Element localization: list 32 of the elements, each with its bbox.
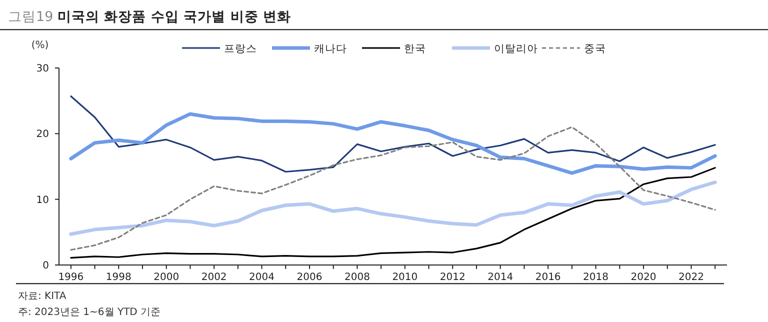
- text: 자료: KITA: [18, 291, 66, 302]
- legend-label: 프랑스: [224, 43, 257, 55]
- line-series: [70, 95, 716, 173]
- y-tick-label: 10: [36, 194, 49, 206]
- legend-label: 캐나다: [314, 43, 347, 55]
- x-tick-label: 2006: [296, 272, 322, 283]
- x-tick-label: 2008: [344, 272, 370, 283]
- line-series: [69, 112, 717, 175]
- y-tick-label: 0: [42, 260, 49, 272]
- y-tick-label: 20: [36, 129, 49, 140]
- line-series: [69, 180, 717, 236]
- x-tick-label: 2018: [583, 272, 609, 283]
- x-tick-label: 2016: [535, 272, 561, 283]
- text: 주: 2023년은 1~6월 YTD 기준: [18, 307, 161, 318]
- legend-label: 한국: [404, 43, 426, 55]
- x-tick-label: 2012: [440, 272, 466, 283]
- line-series: [70, 167, 716, 259]
- chart-title: 그림19 미국의 화장품 수입 국가별 비중 변화: [8, 9, 291, 25]
- legend-label: 이탈리아: [494, 43, 538, 55]
- y-axis-title: (%): [31, 40, 49, 51]
- x-tick-label: 2004: [249, 272, 275, 283]
- x-tick-label: 1998: [106, 272, 132, 283]
- x-tick-label: 2010: [392, 272, 418, 283]
- x-tick-label: 2022: [678, 272, 704, 283]
- x-tick-label: 2000: [154, 272, 180, 283]
- x-tick-label: 2020: [630, 272, 656, 283]
- line-series: [70, 126, 716, 251]
- y-tick-label: 30: [36, 64, 49, 74]
- x-tick-label: 2014: [488, 272, 514, 283]
- x-tick-label: 2002: [201, 272, 227, 283]
- x-tick-label: 1996: [58, 272, 84, 283]
- legend-label: 중국: [584, 43, 606, 55]
